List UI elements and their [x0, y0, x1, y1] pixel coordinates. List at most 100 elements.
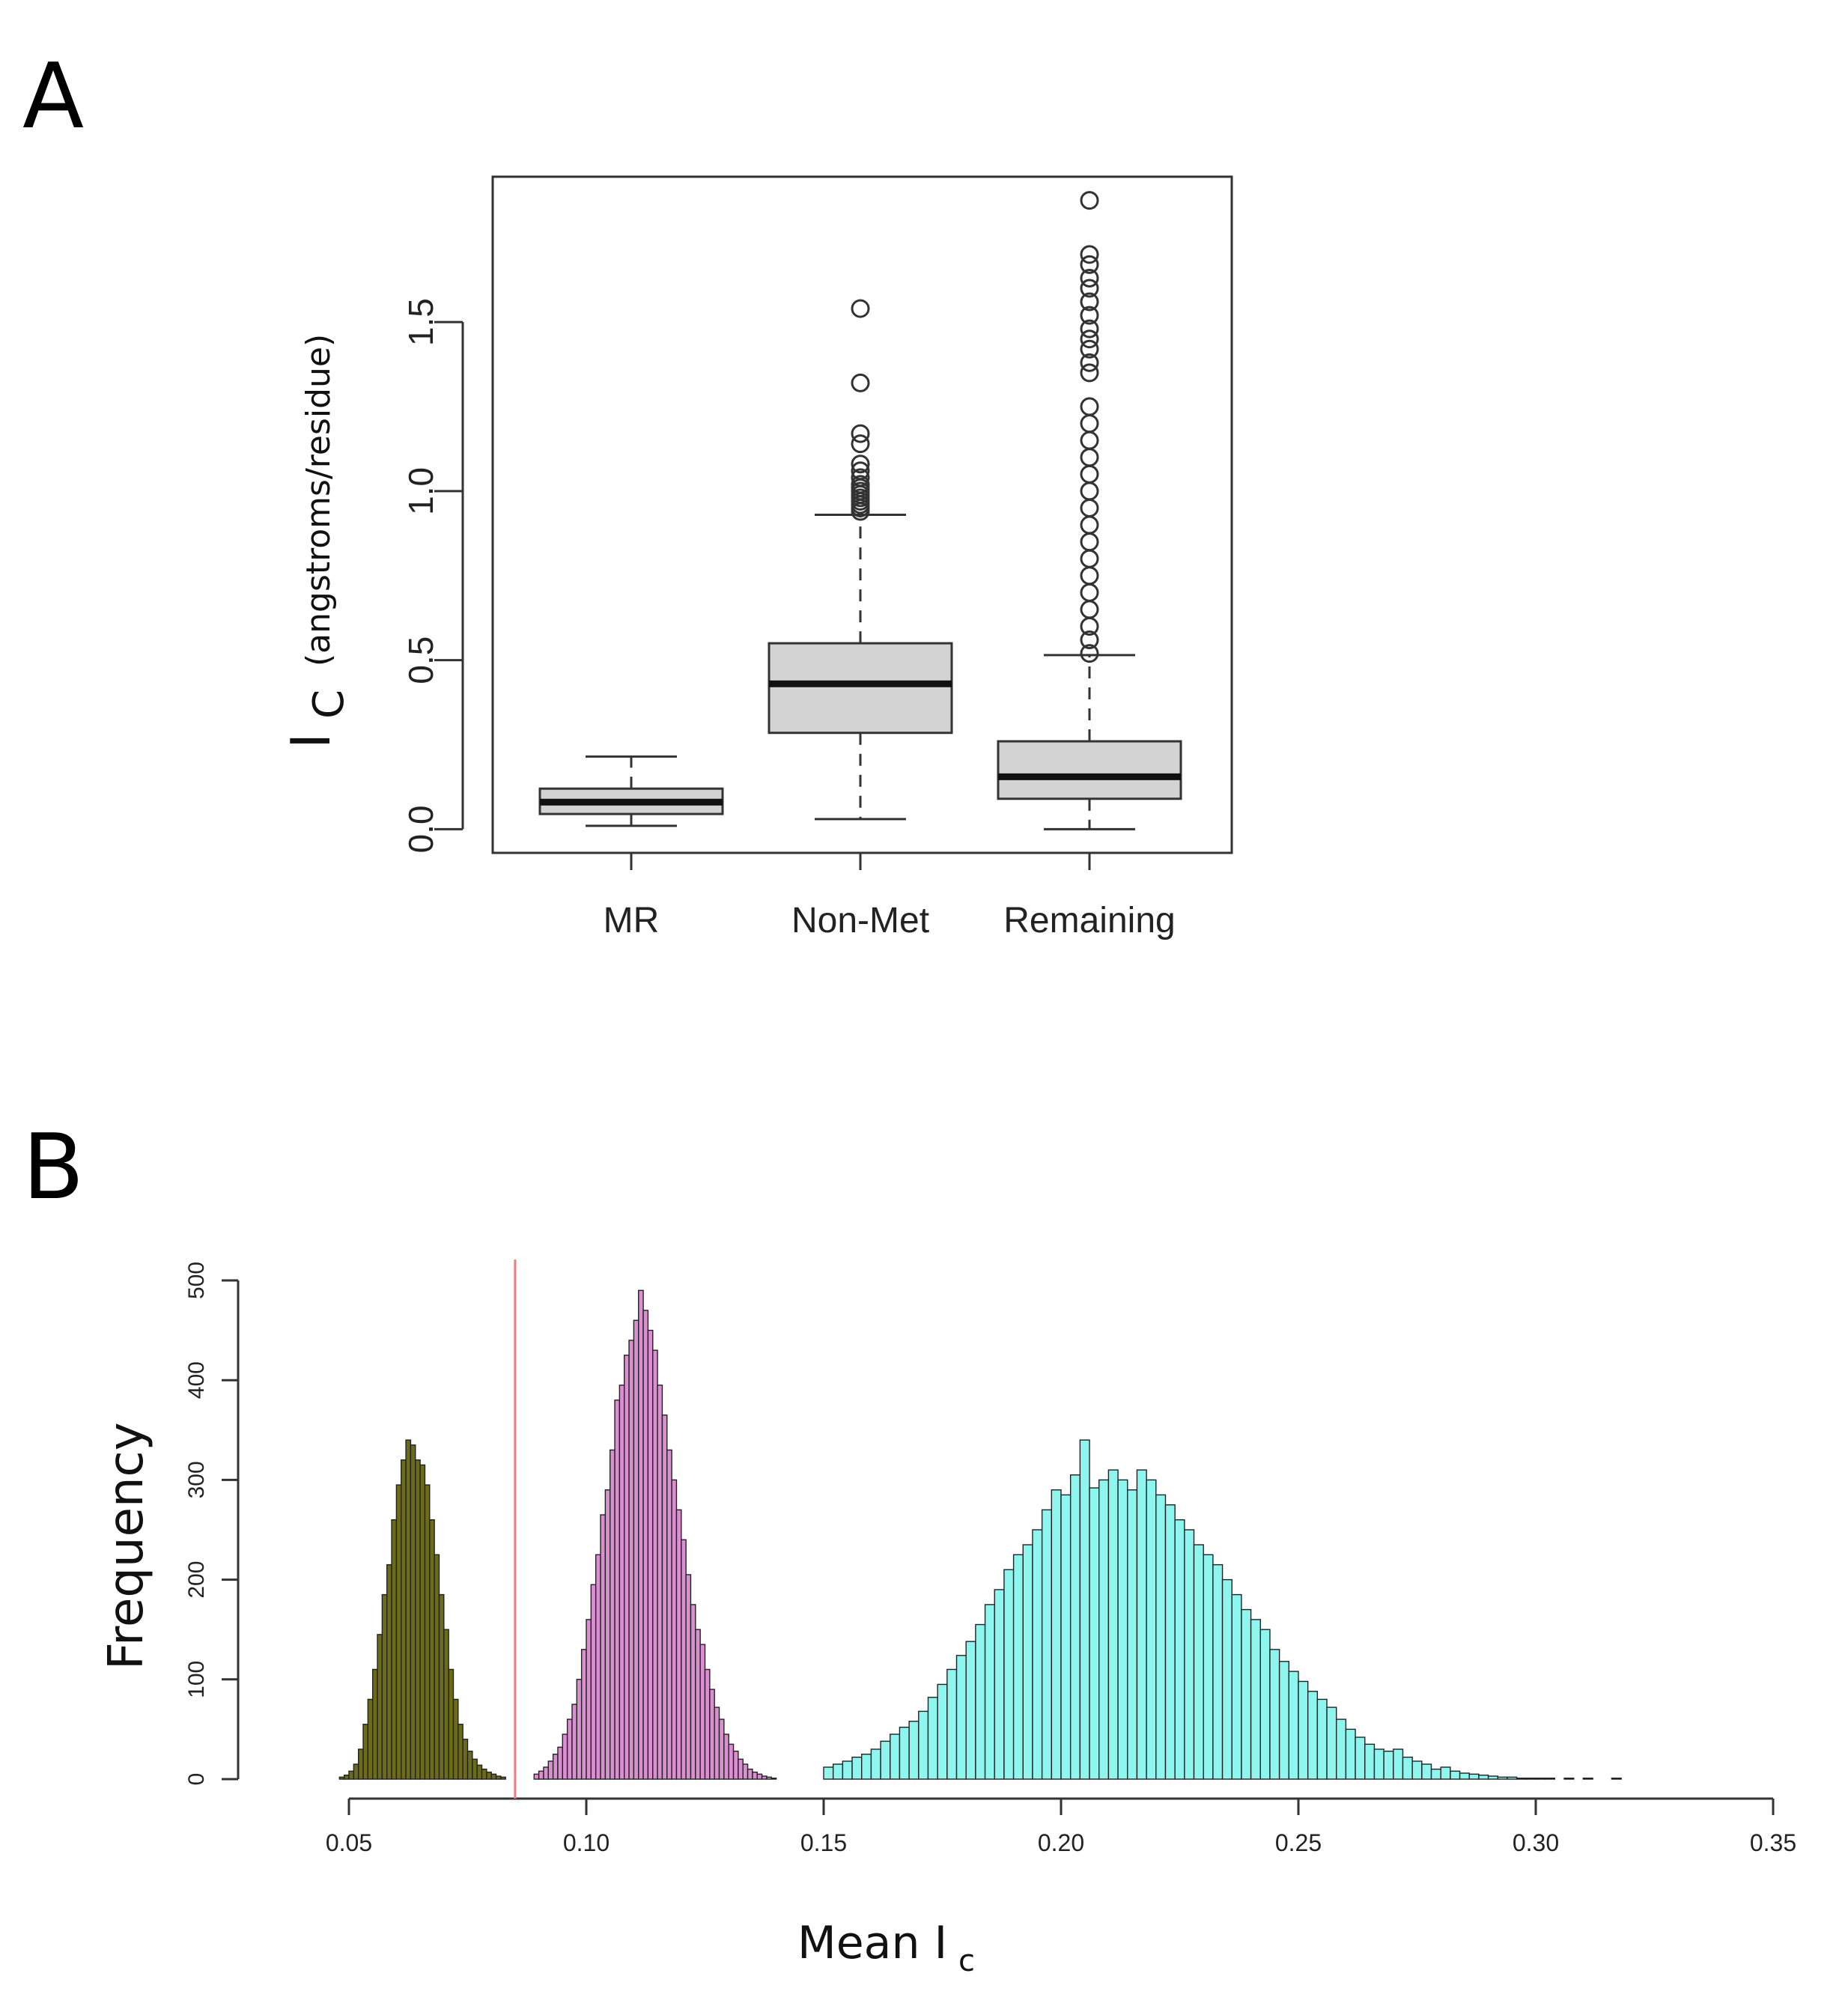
- outlier-point: [1080, 566, 1099, 586]
- histogram-bar: [1307, 1691, 1319, 1780]
- histogram-bar: [695, 1629, 701, 1780]
- histogram-bar: [1402, 1756, 1413, 1780]
- y-tick-label: 0.0: [401, 805, 440, 853]
- y-tick-label: 1.0: [401, 467, 440, 515]
- histogram-bar: [1535, 1777, 1546, 1780]
- histogram-bar: [490, 1773, 497, 1780]
- histogram-bar: [994, 1589, 1005, 1780]
- x-axis-title-sub: c: [958, 1944, 975, 1978]
- histogram-bar: [880, 1740, 891, 1780]
- histogram-bar: [1487, 1775, 1498, 1780]
- box-mr: [538, 755, 724, 827]
- histogram-bar: [709, 1689, 715, 1780]
- histogram-bar: [714, 1706, 720, 1780]
- histogram-bar: [434, 1554, 440, 1780]
- x-axis-title-main: Mean I: [797, 1917, 947, 1969]
- histogram-bar: [338, 1776, 345, 1780]
- histogram-bar: [1212, 1563, 1224, 1780]
- histogram-bar: [1250, 1619, 1261, 1780]
- histogram-bar: [1544, 1777, 1556, 1780]
- histogram-bar: [1051, 1489, 1062, 1780]
- histogram-bar: [610, 1449, 616, 1780]
- y-tick-label: 500: [184, 1262, 209, 1299]
- y-axis-title-unit: (angstroms/residue): [300, 334, 338, 666]
- outlier-point: [1080, 245, 1099, 264]
- histogram-bar: [1155, 1494, 1167, 1780]
- box-remaining: [997, 191, 1182, 830]
- x-tick-label: Remaining: [1003, 901, 1175, 940]
- box-non-met: [768, 299, 953, 821]
- histogram-bar: [671, 1479, 678, 1780]
- histogram-bar: [1089, 1487, 1100, 1780]
- histogram-bar: [466, 1751, 473, 1780]
- histogram-bar: [600, 1514, 607, 1780]
- outlier-point: [1080, 532, 1099, 552]
- histogram-bar: [633, 1319, 639, 1780]
- histogram-bar: [576, 1679, 583, 1780]
- histogram-bar: [405, 1439, 412, 1780]
- y-tick-label: 1.5: [401, 298, 440, 346]
- histogram-bar: [1326, 1706, 1337, 1780]
- histogram-bar: [624, 1355, 630, 1780]
- histogram-bar: [495, 1775, 502, 1780]
- histogram-bar: [1497, 1776, 1508, 1780]
- histogram-bar: [851, 1756, 863, 1780]
- histogram-bar: [908, 1721, 920, 1780]
- x-tick-label: MR: [604, 901, 660, 940]
- histogram-bar: [1345, 1728, 1356, 1780]
- histogram-bar: [1117, 1479, 1128, 1780]
- histogram-bar: [353, 1763, 359, 1780]
- histogram-bar: [533, 1773, 540, 1780]
- histogram-series-2: [533, 1289, 777, 1780]
- histogram-bar: [1440, 1766, 1451, 1780]
- outlier-point: [1080, 319, 1099, 338]
- outlier-point: [851, 299, 870, 318]
- histogram-bar: [543, 1766, 549, 1780]
- histogram-bar: [580, 1649, 587, 1780]
- histogram-bar: [756, 1773, 763, 1780]
- histogram-bar: [1478, 1774, 1489, 1780]
- outlier-point: [851, 455, 870, 474]
- histogram-bar: [723, 1733, 729, 1780]
- outlier-point: [1080, 414, 1099, 434]
- histogram-bar: [614, 1399, 621, 1780]
- histogram-bar: [552, 1753, 559, 1780]
- y-tick-label: 0: [184, 1773, 209, 1786]
- histogram-bar: [761, 1775, 768, 1780]
- histogram-bar: [1459, 1772, 1470, 1780]
- x-tick-label: 0.25: [1275, 1829, 1322, 1856]
- histogram-bar: [1269, 1649, 1280, 1780]
- histogram-bar: [595, 1554, 601, 1780]
- histogram-bar: [1012, 1554, 1024, 1780]
- outlier-point: [1080, 279, 1099, 298]
- x-tick-label: 0.15: [800, 1829, 847, 1856]
- histogram-bar: [657, 1385, 663, 1780]
- outlier-point: [1080, 498, 1099, 517]
- histogram-bar: [562, 1733, 568, 1780]
- outlier-point: [1080, 549, 1099, 568]
- histogram-bar: [1373, 1748, 1385, 1780]
- histogram-bar: [918, 1710, 929, 1780]
- histogram-bar: [367, 1698, 374, 1780]
- outlier-point: [851, 461, 870, 481]
- histogram-bar: [1316, 1698, 1328, 1780]
- outlier-point: [1080, 268, 1099, 288]
- histogram-bar: [675, 1509, 682, 1780]
- outlier-point: [1080, 353, 1099, 372]
- outlier-point: [1080, 255, 1099, 274]
- box-body: [997, 740, 1182, 800]
- histogram-bar: [1127, 1489, 1138, 1780]
- histogram-bar: [410, 1444, 416, 1780]
- histogram-series-3: [823, 1439, 1622, 1780]
- histogram-bar: [448, 1668, 455, 1780]
- histogram-bars: [338, 1289, 1622, 1780]
- outlier-point: [1080, 339, 1099, 359]
- histogram-bar: [1288, 1671, 1299, 1780]
- histogram-bar: [476, 1764, 483, 1780]
- outlier-point: [1080, 191, 1099, 210]
- outlier-point: [1080, 431, 1099, 450]
- histogram-bar: [1582, 1777, 1593, 1780]
- histogram-bar: [1146, 1479, 1157, 1780]
- outlier-point: [1080, 292, 1099, 311]
- histogram-bar: [438, 1593, 445, 1780]
